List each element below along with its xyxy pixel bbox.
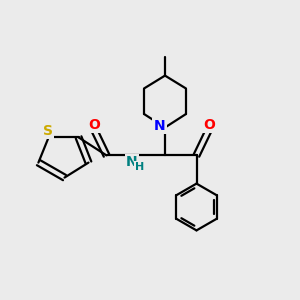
Text: O: O: [88, 118, 100, 132]
Text: S: S: [43, 124, 53, 138]
Text: O: O: [203, 118, 215, 132]
Text: H: H: [135, 162, 144, 172]
Text: N: N: [126, 155, 138, 169]
Text: N: N: [154, 119, 165, 133]
